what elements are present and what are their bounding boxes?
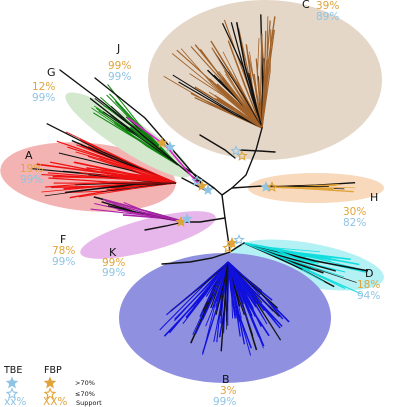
clade-labels: C 39% 89% J 99% 99% G 12% 99% A 19% 99% … (20, 0, 380, 407)
clade-c-tbe: 89% (316, 11, 339, 23)
clade-h-tbe: 82% (343, 217, 366, 229)
clade-d-letter: D (365, 267, 373, 280)
clade-b-tbe: 99% (213, 396, 236, 407)
legend-gt-label: >70% (75, 379, 95, 387)
branch (171, 53, 263, 129)
legend-tbe-open-star-icon (5, 387, 19, 400)
branch (67, 146, 177, 184)
branch (227, 261, 252, 356)
clade-b-letter: B (222, 373, 230, 386)
legend-fbp-filled-star-icon (43, 376, 57, 389)
clade-a-fbp: 19% (20, 163, 43, 175)
legend-fbp-sample: XX% (43, 396, 67, 407)
support-star-icon (226, 236, 238, 248)
support-star-icon (191, 174, 203, 186)
support-stars (156, 136, 278, 253)
clade-d-fan (243, 242, 369, 295)
branch (227, 40, 263, 129)
legend-le-label: ≤70% (75, 390, 95, 398)
branch (125, 128, 179, 166)
legend-fbp-open-star-icon (43, 387, 57, 400)
clade-b-fan (159, 261, 290, 356)
branch (227, 261, 264, 349)
branch (243, 242, 305, 262)
clade-g-tbe: 99% (32, 92, 55, 104)
clade-f-fbp: 78% (52, 245, 75, 257)
branch (226, 261, 229, 312)
support-star-icon (164, 140, 176, 152)
branch (213, 50, 263, 129)
branch (199, 48, 263, 129)
branch (216, 97, 263, 129)
legend-tbe-sample: xx% (4, 396, 26, 407)
clade-j-fbp: 99% (108, 60, 131, 72)
support-legend: TBE FBP >70% ≤70% xx% XX% Support (3, 365, 102, 407)
clade-g-fbp: 12% (32, 81, 55, 93)
support-star-icon (233, 233, 245, 245)
branch (186, 261, 229, 319)
branch (266, 186, 334, 190)
clade-h-fbp: 30% (343, 206, 366, 218)
clade-branches (32, 14, 369, 356)
branch (227, 261, 273, 301)
branch (227, 261, 270, 337)
branch (227, 261, 258, 304)
clade-g-letter: G (47, 66, 56, 79)
branch (65, 131, 177, 184)
support-star-icon (230, 144, 242, 156)
branch (41, 174, 177, 184)
branch (123, 202, 186, 223)
branch (103, 174, 177, 184)
branch (107, 84, 179, 166)
support-star-icon (222, 241, 234, 253)
clade-b-fbp: 3% (220, 385, 237, 397)
clade-f-letter: F (60, 233, 66, 246)
branch (211, 47, 263, 129)
support-star-icon (266, 180, 278, 192)
clade-c-fan (163, 14, 276, 129)
clade-a-letter: A (25, 149, 33, 162)
branch (208, 91, 263, 129)
clade-d-fbp: 18% (357, 279, 380, 291)
support-star-icon (202, 183, 214, 195)
branch (211, 261, 229, 309)
branch (227, 261, 245, 304)
clade-a-tbe: 99% (20, 174, 43, 186)
clade-j-letter: J (116, 42, 120, 55)
branch (216, 83, 263, 129)
legend-support-label: Support (76, 399, 102, 407)
clade-b-ellipse (119, 253, 331, 383)
branch (221, 22, 263, 129)
branch (261, 20, 271, 129)
clade-c-fbp: 39% (316, 0, 339, 12)
clade-f-tbe: 99% (52, 256, 75, 268)
branch (227, 261, 236, 315)
branch (113, 121, 179, 166)
clade-j-tbe: 99% (108, 71, 131, 83)
clade-g-ellipse (65, 92, 191, 178)
branch (215, 261, 229, 316)
legend-tbe-filled-star-icon (5, 376, 19, 389)
branch (235, 22, 263, 129)
support-star-icon (156, 136, 168, 148)
clade-k-fan (90, 196, 186, 223)
branch (74, 182, 176, 186)
legend-tbe-title: TBE (3, 365, 22, 376)
branch (64, 182, 177, 194)
branch (166, 261, 229, 316)
clade-k-fbp: 99% (102, 257, 125, 269)
clade-ellipses (0, 0, 384, 383)
branch (194, 261, 229, 335)
clade-k-tbe: 99% (102, 267, 125, 279)
clade-d-tbe: 94% (357, 290, 380, 302)
support-star-icon (181, 212, 193, 224)
legend-fbp-title: FBP (44, 365, 62, 376)
branch (243, 242, 345, 278)
clade-h-letter: H (370, 191, 378, 204)
clade-c-letter: C (302, 0, 310, 11)
branch (247, 54, 263, 129)
clade-k-letter: K (109, 246, 117, 259)
clade-a-fan (32, 123, 177, 199)
